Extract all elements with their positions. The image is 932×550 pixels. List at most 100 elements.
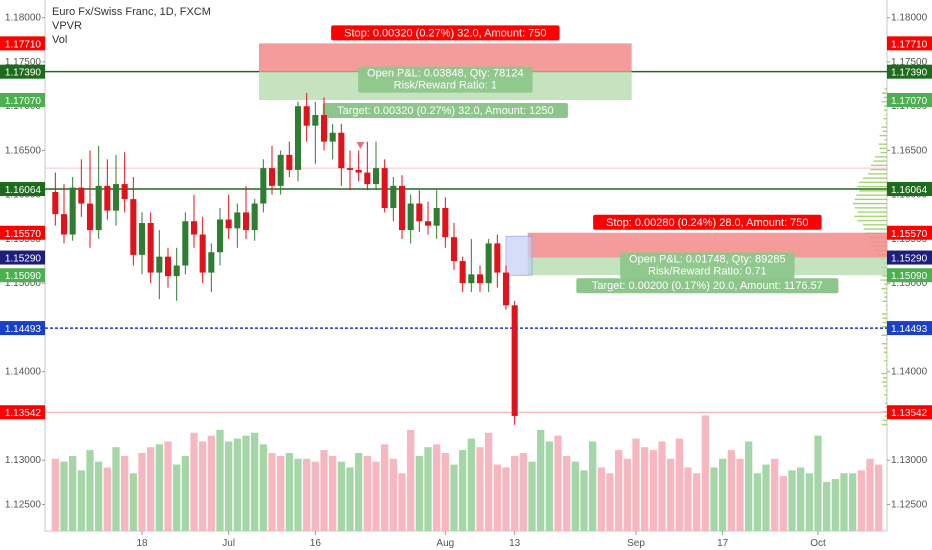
volume-bar	[719, 459, 726, 531]
volume-bar	[130, 473, 137, 531]
candle-body	[321, 115, 327, 142]
volume-bar	[199, 441, 206, 531]
candle-body	[460, 261, 466, 283]
vpvr-bar	[882, 343, 887, 344]
stop-label: Stop: 0.00280 (0.24%) 28.0, Amount: 750	[606, 217, 808, 229]
volume-bar	[372, 462, 379, 531]
candle-body	[494, 243, 500, 272]
candle-body	[61, 214, 67, 234]
vpvr-bar	[854, 216, 887, 217]
vpvr-bar	[882, 92, 887, 93]
volume-bar	[710, 467, 717, 531]
volume-bar	[303, 459, 310, 531]
volume-bar	[615, 450, 622, 531]
volume-bar	[598, 467, 605, 531]
candle-body	[208, 252, 214, 272]
volume-bar	[754, 473, 761, 531]
y-tick-label-right: 1.14000	[891, 367, 928, 378]
candle-body	[234, 212, 240, 228]
target-label: Target: 0.00320 (0.27%) 32.0, Amount: 12…	[337, 105, 553, 117]
volume-bar	[407, 430, 414, 531]
vpvr-bar	[863, 177, 887, 178]
volume-bar	[86, 450, 93, 531]
volume-bar	[60, 462, 67, 531]
vpvr-bar	[886, 398, 887, 399]
vpvr-bar	[882, 318, 887, 319]
candle-body	[200, 235, 206, 273]
volume-bar	[736, 459, 743, 531]
candle-body	[468, 274, 474, 283]
volume-bar	[494, 465, 501, 531]
candle-body	[451, 237, 457, 261]
x-tick-label: 13	[509, 538, 521, 549]
vpvr-bar	[880, 135, 887, 136]
candle-body	[148, 223, 154, 273]
candle-body	[96, 186, 102, 230]
pnl-label: Open P&L: 0.01748, Qty: 89285	[629, 254, 786, 266]
price-label-left: 1.17710	[5, 39, 42, 50]
volume-bar	[624, 459, 631, 531]
stop-label: Stop: 0.00320 (0.27%) 32.0, Amount: 750	[344, 27, 546, 39]
volume-bar	[355, 453, 362, 531]
candle-body	[364, 173, 370, 185]
candle-body	[503, 273, 509, 306]
volume-bar	[528, 462, 535, 531]
volume-bar	[78, 470, 85, 531]
vpvr-bar	[859, 190, 887, 191]
candle-body	[122, 184, 128, 199]
candle-body	[347, 168, 353, 170]
y-tick-label-right: 1.13000	[891, 455, 928, 466]
vpvr-bar	[886, 407, 887, 408]
candle-body	[139, 223, 145, 255]
volume-bar	[468, 439, 475, 531]
vpvr-bar	[883, 326, 887, 327]
volume-bar	[112, 447, 119, 531]
vpvr-bar	[882, 381, 887, 382]
vpvr-bar	[883, 377, 887, 378]
pnl-label: Open P&L: 0.03848, Qty: 78124	[367, 68, 524, 80]
volume-bar	[563, 456, 570, 531]
volume-bar	[329, 456, 336, 531]
candle-body	[512, 305, 518, 416]
candle-body	[486, 243, 492, 283]
candle-body	[70, 188, 76, 235]
volume-bar	[147, 447, 154, 531]
volume-bar	[69, 456, 76, 531]
vpvr-bar	[885, 139, 887, 140]
volume-bar	[650, 450, 657, 531]
candle-body	[104, 186, 110, 211]
candle-body	[87, 204, 93, 231]
vpvr-bar	[880, 152, 887, 153]
volume-bar	[173, 465, 180, 531]
risk-reward-label: Risk/Reward Ratio: 0.71	[648, 266, 767, 278]
vpvr-bar	[885, 403, 887, 404]
volume-bar	[780, 476, 787, 531]
volume-bar	[294, 459, 301, 531]
vpvr-bar	[886, 364, 887, 365]
volume-bar	[182, 456, 189, 531]
x-tick-label: Jul	[222, 538, 235, 549]
vpvr-bar	[886, 330, 887, 331]
vpvr-bar	[884, 360, 887, 361]
price-label-right: 1.13542	[891, 408, 928, 419]
volume-bar	[433, 444, 440, 531]
volume-bar	[216, 430, 223, 531]
volume-bar	[823, 482, 830, 531]
volume-bar	[762, 465, 769, 531]
candle-body	[156, 257, 162, 273]
candle-body	[174, 266, 180, 277]
volume-bar	[537, 430, 544, 531]
vpvr-bar	[883, 131, 887, 132]
volume-bar	[858, 470, 865, 531]
candle-body	[330, 133, 336, 142]
volume-bar	[277, 456, 284, 531]
vpvr-bar	[864, 228, 887, 229]
candle-body	[373, 168, 379, 184]
candle-body	[52, 192, 58, 214]
price-label-right: 1.17390	[891, 68, 928, 79]
volume-bar	[416, 456, 423, 531]
price-label-right: 1.14493	[891, 324, 928, 335]
volume-bar	[251, 433, 258, 531]
volume-bar	[580, 470, 587, 531]
